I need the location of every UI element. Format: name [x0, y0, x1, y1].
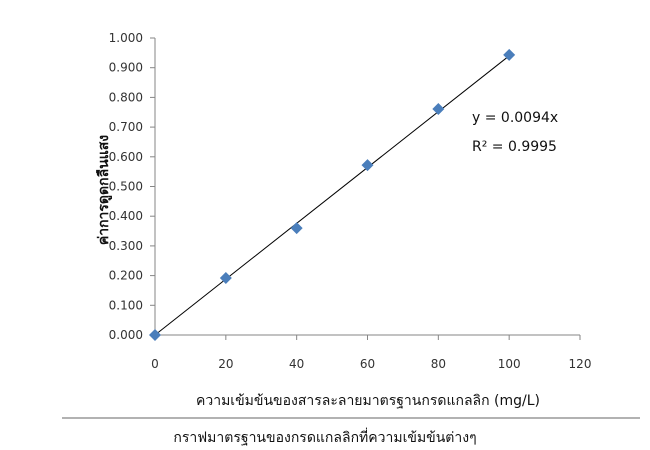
data-point	[290, 222, 303, 235]
y-tick-label: 0.000	[109, 328, 143, 342]
x-tick-label: 100	[498, 357, 521, 371]
data-point	[503, 48, 516, 61]
y-tick-label: 0.200	[109, 269, 143, 283]
y-tick-label: 0.800	[109, 90, 143, 104]
x-tick-label: 120	[569, 357, 592, 371]
data-point	[219, 271, 232, 284]
data-points	[149, 48, 516, 341]
figure-caption: กราฟมาตรฐานของกรดแกลลิกที่ความเข้มข้นต่า…	[173, 430, 477, 446]
x-tick-label: 0	[151, 357, 159, 371]
equation-label: y = 0.0094x	[472, 110, 558, 126]
y-tick-label: 0.600	[109, 150, 143, 164]
axes	[154, 38, 580, 336]
y-tick-label: 0.900	[109, 61, 143, 75]
y-ticks: 0.000 0.100 0.200 0.300 0.400 0.500 0.600 0.700…	[109, 31, 155, 342]
data-point	[361, 159, 374, 172]
x-axis-label: ความเข้มข้นของสารละลายมาตรฐานกรดแกลลิก (…	[196, 393, 540, 409]
y-tick-label: 0.100	[109, 298, 143, 312]
y-axis-label: ค่าการดูดกลืนแสง	[96, 135, 112, 245]
data-point	[432, 102, 445, 115]
x-tick-label: 80	[431, 357, 446, 371]
x-tick-label: 60	[360, 357, 375, 371]
y-tick-label: 0.700	[109, 120, 143, 134]
y-tick-label: 0.500	[109, 180, 143, 194]
r-squared-label: R² = 0.9995	[472, 139, 557, 155]
y-tick-label: 0.300	[109, 239, 143, 253]
trendline	[154, 55, 510, 336]
data-point	[149, 329, 161, 341]
x-tick-label: 20	[218, 357, 233, 371]
y-tick-label: 0.400	[109, 209, 143, 223]
x-ticks: 0 20 40 60 80 100 120	[151, 335, 591, 371]
y-tick-label: 1.000	[109, 31, 143, 45]
x-tick-label: 40	[289, 357, 304, 371]
